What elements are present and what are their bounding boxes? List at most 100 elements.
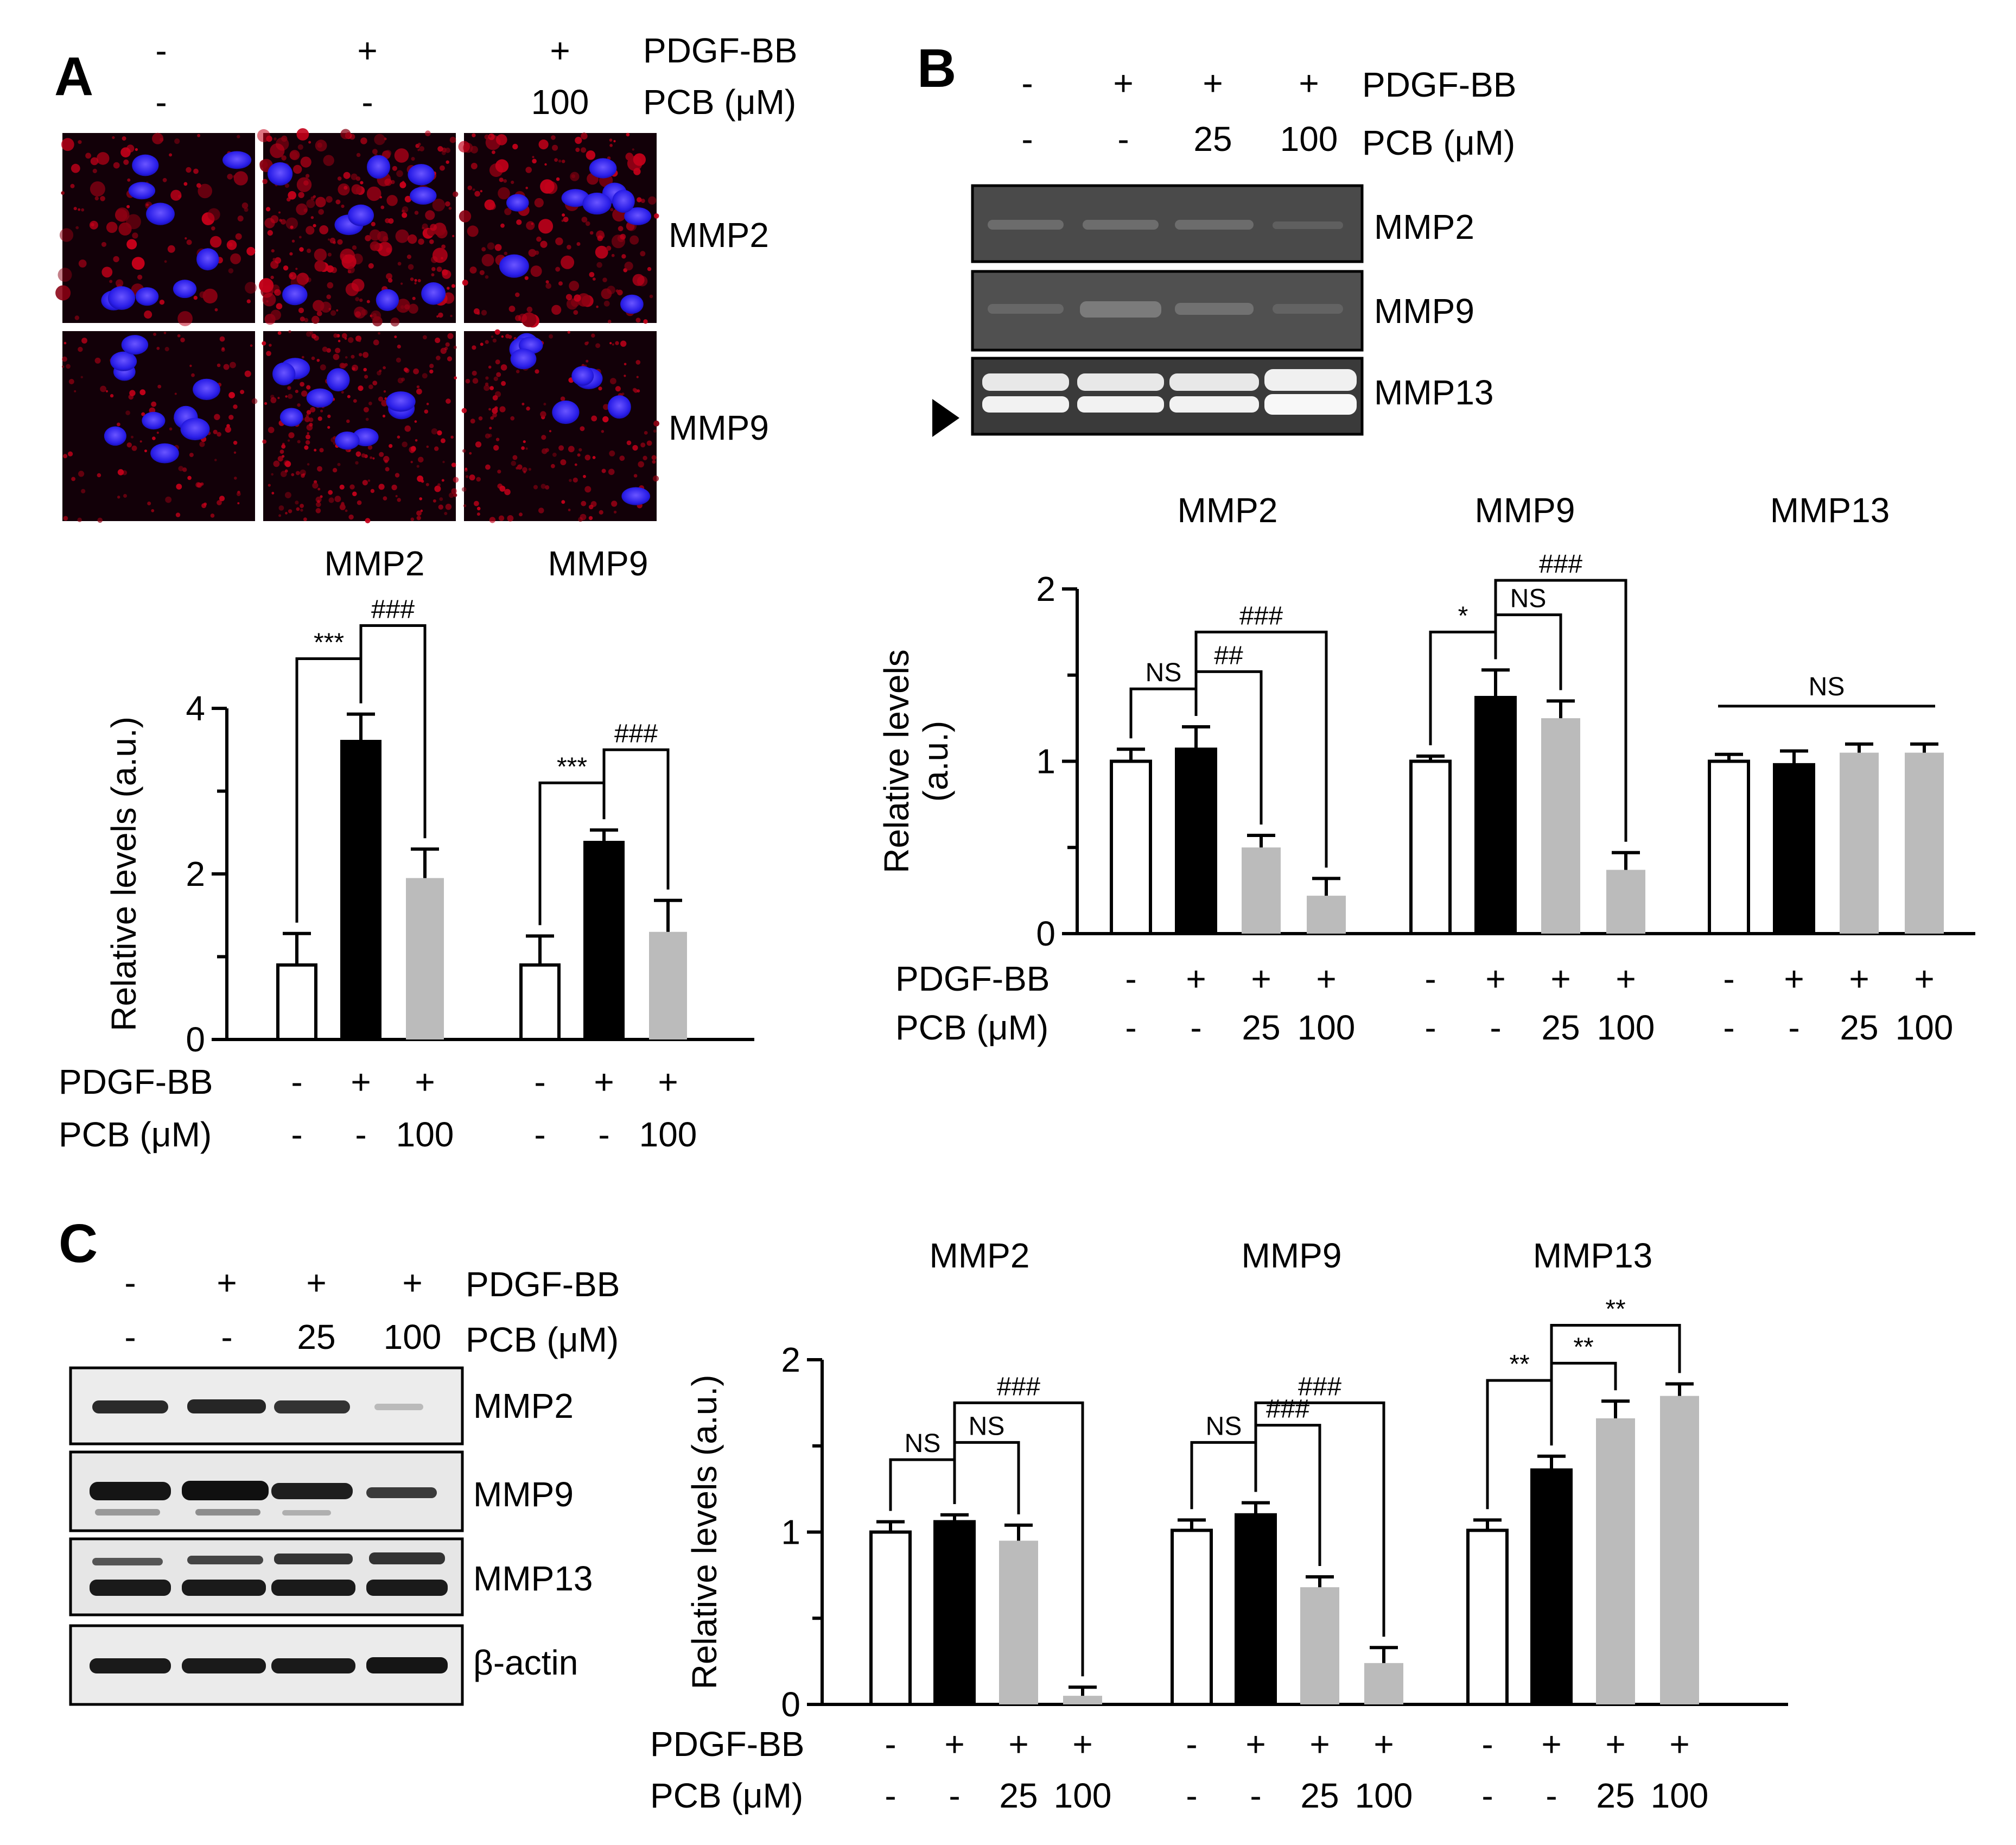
cytoplasm-signal (151, 401, 157, 407)
cytoplasm-signal (365, 417, 369, 421)
cytoplasm-signal (90, 181, 105, 197)
cytoplasm-signal (416, 385, 420, 389)
cytoplasm-signal (131, 257, 145, 270)
cytoplasm-signal (230, 253, 241, 264)
cytoplasm-signal (228, 268, 234, 274)
cytoplasm-signal (449, 136, 456, 143)
cytoplasm-signal (473, 308, 480, 314)
significance-label: ### (997, 1372, 1040, 1401)
cytoplasm-signal (356, 153, 361, 157)
nucleus (142, 411, 166, 430)
cytoplasm-signal (94, 196, 99, 201)
cytoplasm-signal (314, 248, 327, 262)
cytoplasm-signal (191, 373, 195, 377)
cytoplasm-signal (156, 432, 159, 434)
cytoplasm-signal (271, 249, 275, 253)
cytoplasm-signal (430, 224, 437, 231)
cytoplasm-signal (306, 434, 310, 440)
cytoplasm-signal (412, 296, 416, 300)
group-title: MMP2 (325, 544, 425, 583)
cytoplasm-signal (397, 498, 401, 502)
cytoplasm-signal (620, 233, 626, 240)
cytoplasm-signal (415, 439, 418, 442)
cytoplasm-signal (525, 167, 532, 173)
cytoplasm-signal (439, 165, 445, 171)
cytoplasm-signal (576, 242, 581, 246)
cytoplasm-signal (525, 447, 528, 450)
cytoplasm-signal (492, 338, 497, 343)
x-tick-pdgf: + (1251, 959, 1271, 998)
y-tick-label: 0 (186, 1020, 205, 1059)
cytoplasm-signal (386, 195, 398, 206)
cytoplasm-signal (448, 492, 454, 498)
cytoplasm-signal (305, 440, 310, 445)
cytoplasm-signal (433, 499, 436, 503)
cytoplasm-signal (339, 363, 345, 369)
cytoplasm-signal (306, 414, 309, 417)
cytoplasm-signal (526, 221, 535, 230)
cytoplasm-signal (603, 300, 610, 307)
cytoplasm-signal (327, 282, 334, 289)
bar (1242, 847, 1281, 934)
y-axis-label-line: Relative levels (877, 649, 916, 873)
significance-label: NS (1146, 658, 1182, 687)
nucleus (150, 443, 179, 464)
cytoplasm-signal (399, 181, 406, 188)
cytoplasm-signal (647, 267, 652, 271)
cytoplasm-signal (609, 450, 615, 457)
cytoplasm-signal (298, 307, 304, 314)
cytoplasm-signal (267, 230, 273, 236)
x-tick-pcb: - (291, 1115, 302, 1154)
cytoplasm-signal (339, 484, 345, 490)
cytoplasm-signal (276, 303, 283, 309)
y-tick-label: 2 (781, 1340, 800, 1379)
cytoplasm-signal (320, 364, 326, 371)
cytoplasm-signal (278, 505, 284, 511)
significance-label: ### (1266, 1395, 1309, 1424)
cytoplasm-signal (435, 337, 441, 344)
bar (1530, 1468, 1573, 1706)
cytoplasm-signal (652, 460, 656, 464)
cytoplasm-signal (626, 132, 630, 137)
cytoplasm-signal (441, 150, 446, 155)
x-tick-pdgf: + (351, 1062, 371, 1101)
cytoplasm-signal (273, 460, 280, 467)
cytoplasm-signal (370, 456, 373, 459)
cytoplasm-signal (153, 332, 157, 336)
x-tick-pdgf: - (534, 1062, 545, 1101)
cytoplasm-signal (425, 483, 429, 486)
x-tick-pcb: - (1424, 1008, 1436, 1047)
cytoplasm-signal (436, 356, 441, 360)
cytoplasm-signal (144, 310, 152, 319)
cytoplasm-signal (495, 438, 500, 441)
cytoplasm-signal (472, 133, 476, 137)
cytoplasm-signal (81, 338, 87, 344)
nucleus (180, 417, 210, 441)
cytoplasm-signal (268, 484, 271, 487)
cytoplasm-signal (414, 278, 417, 282)
cytoplasm-signal (383, 236, 389, 242)
cytoplasm-signal (304, 416, 310, 422)
bar (1606, 870, 1645, 934)
cytoplasm-signal (472, 345, 476, 350)
cytoplasm-signal (479, 270, 485, 275)
nucleus (196, 248, 219, 271)
cytoplasm-signal (354, 306, 366, 319)
cytoplasm-signal (246, 246, 256, 256)
x-tick-pcb: 100 (1054, 1776, 1112, 1815)
cytoplasm-signal (347, 395, 351, 398)
cytoplasm-signal (310, 407, 316, 413)
cytoplasm-signal (284, 469, 288, 473)
cytoplasm-signal (584, 454, 591, 461)
cytoplasm-signal (601, 468, 606, 473)
cytoplasm-signal (339, 504, 346, 510)
cytoplasm-signal (505, 334, 510, 339)
cytoplasm-signal (357, 500, 362, 505)
cytoplasm-signal (450, 314, 453, 318)
cytoplasm-signal (624, 363, 627, 366)
cytoplasm-signal (526, 407, 530, 411)
cytoplasm-signal (367, 479, 371, 482)
cytoplasm-signal (351, 278, 365, 292)
x-tick-pcb: - (1546, 1776, 1557, 1815)
western-blot-beta-actin (69, 1624, 464, 1706)
